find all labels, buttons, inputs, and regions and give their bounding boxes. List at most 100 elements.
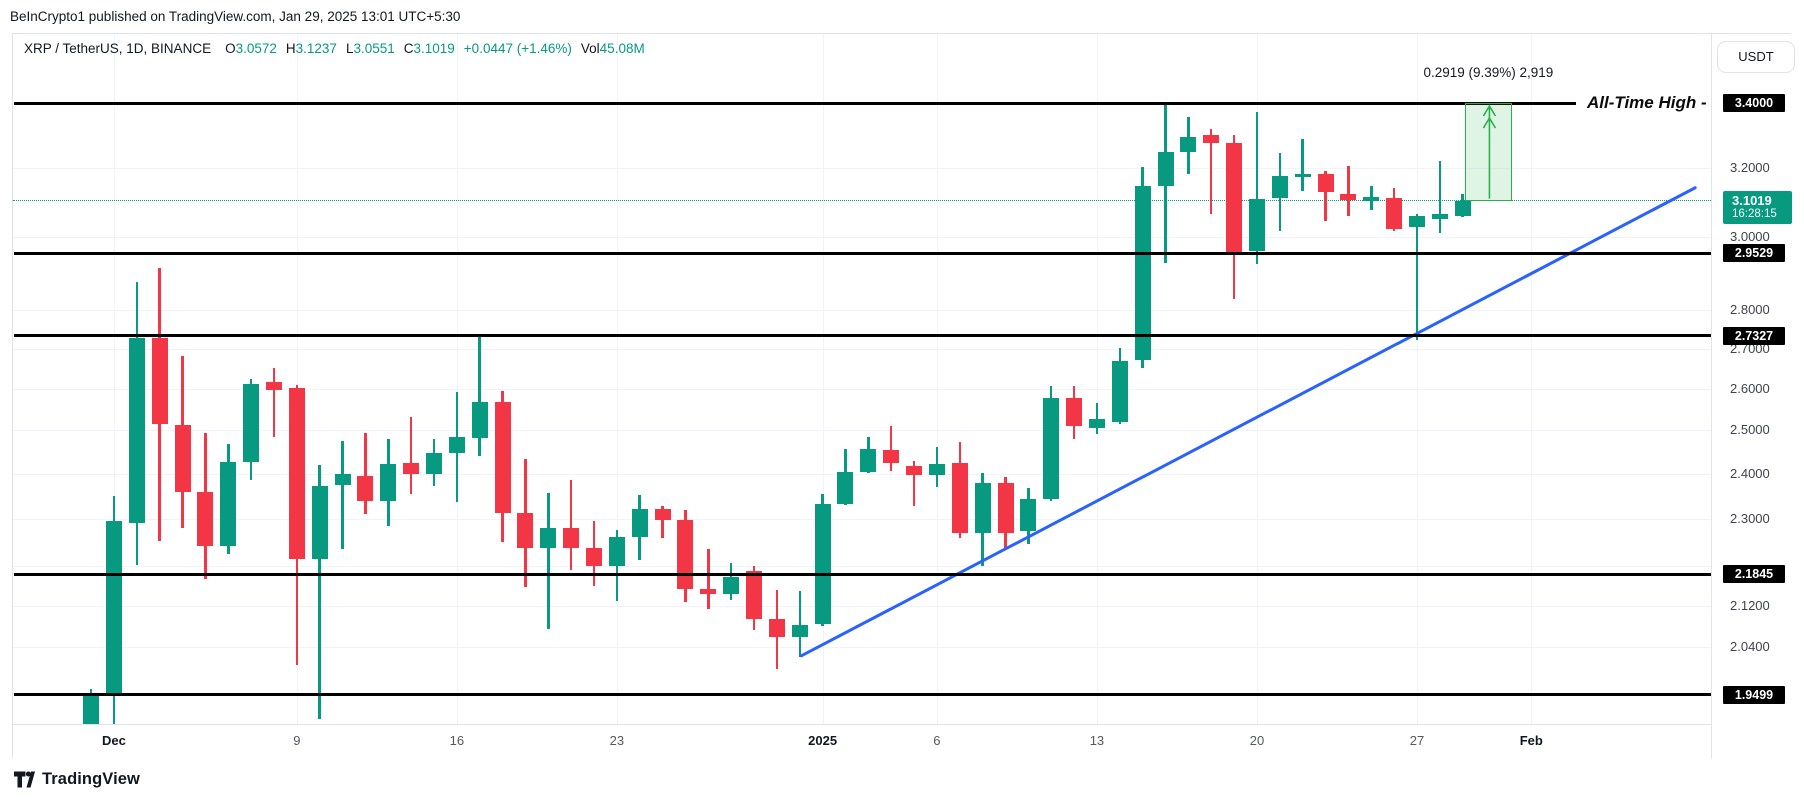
candle [1340,193,1357,201]
candle [174,424,191,493]
high-label: H [285,41,296,56]
candle [334,473,351,486]
candle [700,588,717,595]
all-time-high-label: All-Time High - [1587,93,1707,113]
price-level-badge: 2.1845 [1723,565,1785,583]
time-axis[interactable]: Dec 9 16 23 2025 6 13 20 27 Feb [13,724,1711,759]
candle [563,527,580,549]
candle-wick [409,416,413,495]
candle [380,463,397,502]
candle [1454,201,1471,217]
low-label: L [345,41,354,56]
candle [243,384,260,463]
candle-wick [615,530,619,602]
price-axis[interactable]: 3.2000 3.0000 2.8000 2.7000 2.6000 2.5000 2.40… [1711,34,1792,759]
tradingview-logo-icon [13,770,35,789]
change-value: +0.0447 (+1.46%) [463,41,572,56]
candle [1111,361,1128,423]
candle [586,548,603,566]
low-value: 3.0551 [353,41,395,56]
candle [1386,197,1403,229]
candle [1248,199,1265,251]
horizontal-gridline [13,236,1711,238]
candle [1157,151,1174,186]
candle [906,465,923,475]
candle-wick [1255,111,1259,265]
candle [357,475,374,502]
price-axis-label: 2.4000 [1730,465,1770,481]
horizontal-gridline [13,430,1711,432]
level-line [14,251,1711,255]
candle [631,508,648,537]
candle [883,449,900,464]
candle [1088,419,1105,429]
trendline [799,185,1697,658]
candle-wick [364,433,367,515]
candle [1294,173,1311,177]
candle-wick [569,480,573,571]
candle [403,463,420,474]
price-level-badge: 1.9499 [1723,685,1785,704]
high-value: 3.1237 [295,41,337,56]
chart-plot-area[interactable]: All-Time High - 0.2919 (9.39%) 2,919 XRP… [13,34,1711,724]
candle [1203,135,1220,144]
candle-wick [341,441,344,550]
candle [860,448,877,472]
vertical-gridline [1416,34,1418,724]
candle-wick [912,460,916,506]
price-axis-label: 3.2000 [1730,159,1770,175]
candle [448,436,465,454]
candle [997,482,1014,533]
open-label: O [225,41,236,56]
candle [1363,196,1380,201]
price-axis-label: 2.8000 [1730,301,1770,317]
candle-wick [1301,139,1304,192]
candle-wick [798,591,801,658]
vertical-gridline [113,34,115,724]
time-axis-label: 20 [1249,733,1265,748]
candle [426,453,442,474]
candle [151,338,168,425]
level-line [14,334,1711,338]
candle [265,382,282,390]
candle [128,338,145,523]
attribution-text: BeInCrypto1 published on TradingView.com… [10,9,461,24]
candle [540,528,557,548]
time-axis-label: 27 [1409,733,1425,748]
close-label: C [403,41,414,56]
close-value: 3.1019 [413,41,455,56]
vertical-gridline [1531,34,1533,724]
tradingview-logo[interactable]: TradingView [13,770,140,789]
level-line [14,101,1576,105]
time-axis-label: 13 [1089,733,1105,748]
horizontal-gridline [13,473,1711,475]
candle [974,482,991,533]
level-line [14,572,1711,576]
candle [1180,137,1197,152]
horizontal-gridline [13,348,1711,350]
price-axis-label: 2.3000 [1730,511,1770,527]
candle [951,463,968,533]
candle [1226,143,1243,252]
time-axis-label: Dec [102,733,126,748]
price-axis-label: 2.1200 [1730,597,1770,613]
candle-wick [1438,160,1442,233]
candle [1043,397,1060,499]
price-level-badge: 2.7327 [1723,326,1785,345]
open-value: 3.0572 [235,41,277,56]
candle [83,694,100,724]
candle [197,492,214,547]
candle-wick [1324,170,1327,222]
candle [1134,185,1151,360]
chart-widget: All-Time High - 0.2919 (9.39%) 2,919 XRP… [12,33,1795,759]
current-price-badge: 3.1019 16:28:15 [1723,191,1792,224]
candle [311,485,328,560]
currency-toggle-button[interactable]: USDT [1717,41,1795,73]
horizontal-gridline [13,167,1711,169]
candle [1431,214,1448,219]
candle [1020,499,1037,532]
current-price-line [13,200,1711,201]
candle [677,520,694,589]
candle [791,624,808,638]
vertical-gridline [616,34,618,724]
